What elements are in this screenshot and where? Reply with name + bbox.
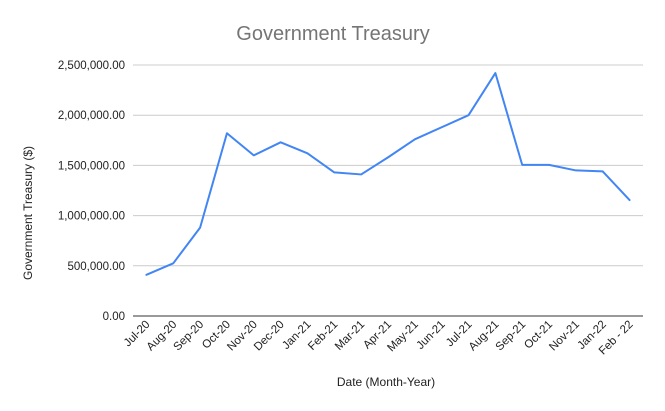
gridlines [133, 64, 643, 317]
x-tick-label: Jun-21 [414, 319, 447, 352]
y-tick-label: 1,000,000.00 [58, 211, 125, 223]
x-tick-label: Sep-21 [494, 319, 529, 354]
x-tick-label: Dec-20 [252, 319, 287, 354]
y-tick-label: 1,500,000.00 [58, 160, 125, 172]
y-tick-label: 500,000.00 [67, 261, 125, 273]
series-line [145, 72, 631, 276]
x-tick-label: Nov-21 [547, 319, 582, 354]
y-tick-label: 2,500,000.00 [58, 60, 125, 72]
series-layer [145, 72, 631, 276]
x-tick-labels: Jul-20Aug-20Sep-20Oct-20Nov-20Dec-20Jan-… [122, 319, 636, 358]
chart-title: Government Treasury [236, 23, 429, 45]
y-tick-label: 2,000,000.00 [58, 110, 125, 122]
y-tick-label: 0.00 [103, 311, 125, 323]
y-tick-labels: 0.00 500,000.00 1,000,000.00 1,500,000.00 2,… [58, 60, 125, 323]
x-axis-label: Date (Month-Year) [337, 375, 435, 389]
x-tick-label: Mar-21 [333, 319, 367, 353]
y-axis-label: Government Treasury ($) [21, 146, 35, 280]
x-tick-label: Sep-20 [172, 319, 207, 354]
